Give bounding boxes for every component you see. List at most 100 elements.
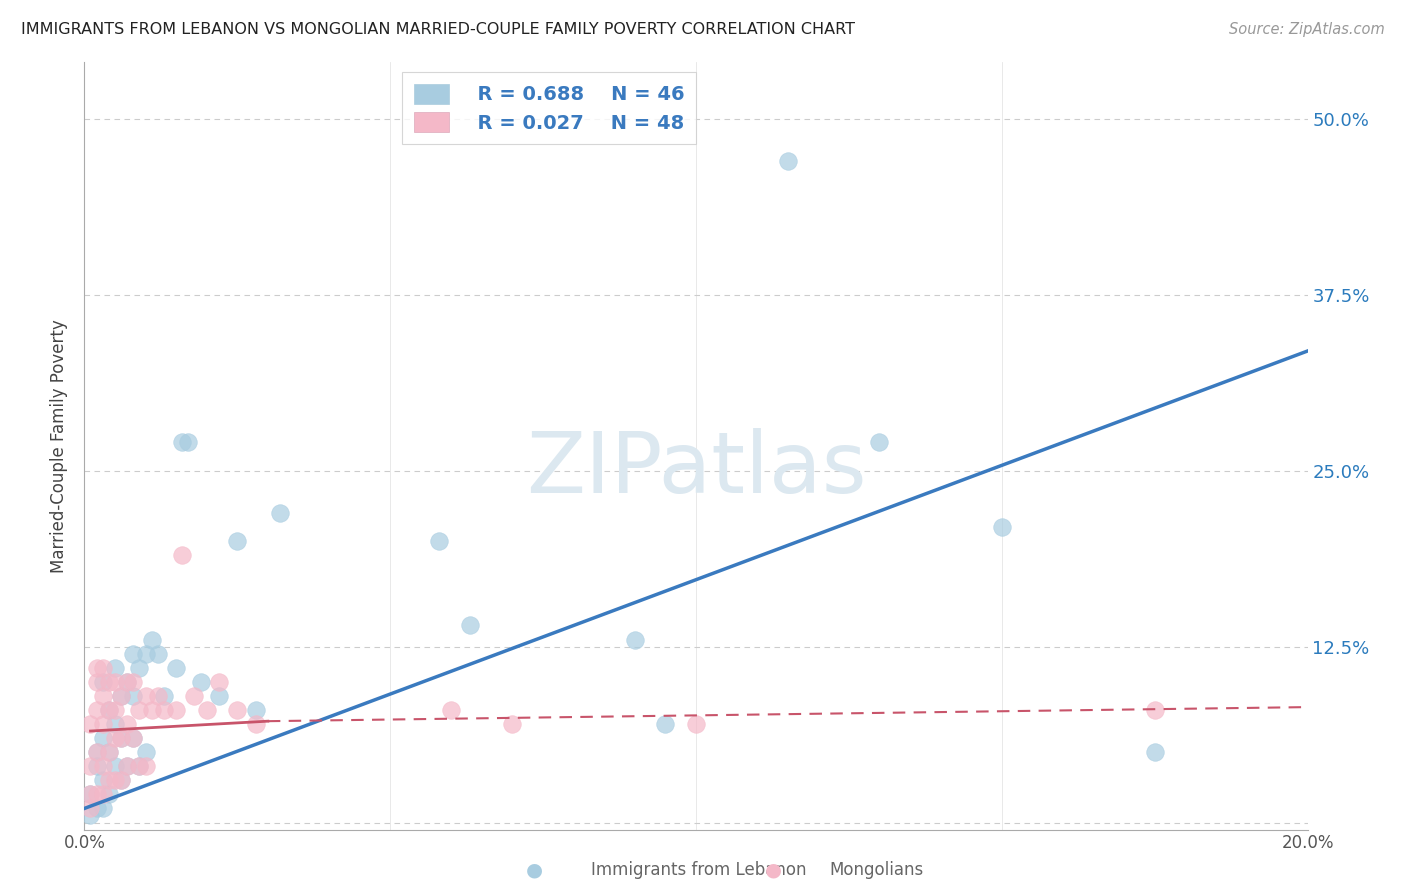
Point — [122, 731, 145, 745]
Point — [110, 773, 132, 788]
Point — [141, 703, 163, 717]
Point — [86, 703, 108, 717]
Point — [165, 661, 187, 675]
Point — [91, 717, 114, 731]
Text: IMMIGRANTS FROM LEBANON VS MONGOLIAN MARRIED-COUPLE FAMILY POVERTY CORRELATION C: IMMIGRANTS FROM LEBANON VS MONGOLIAN MAR… — [21, 22, 855, 37]
Text: ●: ● — [526, 860, 543, 880]
Point — [86, 801, 108, 815]
Point — [122, 647, 145, 661]
Point — [91, 788, 114, 802]
Point — [245, 717, 267, 731]
Point — [91, 773, 114, 788]
Point — [115, 717, 138, 731]
Point — [776, 153, 799, 168]
Point — [226, 534, 249, 549]
Point — [86, 788, 108, 802]
Point — [458, 618, 481, 632]
Point — [91, 689, 114, 703]
Point — [128, 661, 150, 675]
Text: Mongolians: Mongolians — [830, 861, 924, 879]
Point — [79, 808, 101, 822]
Point — [177, 435, 200, 450]
Point — [79, 788, 101, 802]
Point — [183, 689, 205, 703]
Point — [141, 632, 163, 647]
Point — [91, 731, 114, 745]
Point — [135, 759, 157, 773]
Point — [427, 534, 450, 549]
Point — [1143, 703, 1166, 717]
Text: ●: ● — [765, 860, 782, 880]
Text: ZIPatlas: ZIPatlas — [526, 427, 866, 510]
Point — [190, 674, 212, 689]
Point — [104, 773, 127, 788]
Point — [110, 773, 132, 788]
Point — [86, 674, 108, 689]
Point — [110, 689, 132, 703]
Point — [91, 801, 114, 815]
Point — [128, 759, 150, 773]
Point — [128, 759, 150, 773]
Point — [165, 703, 187, 717]
Point — [97, 745, 120, 759]
Point — [115, 759, 138, 773]
Point — [104, 674, 127, 689]
Point — [153, 703, 176, 717]
Point — [97, 745, 120, 759]
Point — [97, 773, 120, 788]
Point — [104, 661, 127, 675]
Point — [79, 788, 101, 802]
Point — [91, 674, 114, 689]
Point — [97, 788, 120, 802]
Point — [172, 435, 194, 450]
Point — [624, 632, 647, 647]
Point — [79, 801, 101, 815]
Point — [226, 703, 249, 717]
Point — [122, 731, 145, 745]
Point — [86, 745, 108, 759]
Text: Source: ZipAtlas.com: Source: ZipAtlas.com — [1229, 22, 1385, 37]
Point — [208, 689, 231, 703]
Point — [135, 647, 157, 661]
Point — [153, 689, 176, 703]
Point — [135, 745, 157, 759]
Point — [172, 548, 194, 562]
Point — [79, 759, 101, 773]
Point — [440, 703, 463, 717]
Text: Immigrants from Lebanon: Immigrants from Lebanon — [591, 861, 806, 879]
Point — [97, 674, 120, 689]
Point — [135, 689, 157, 703]
Point — [86, 759, 108, 773]
Point — [104, 703, 127, 717]
Point — [146, 689, 169, 703]
Point — [122, 689, 145, 703]
Point — [91, 759, 114, 773]
Point — [146, 647, 169, 661]
Point — [128, 703, 150, 717]
Point — [104, 731, 127, 745]
Point — [269, 506, 291, 520]
Legend:   R = 0.688    N = 46,   R = 0.027    N = 48: R = 0.688 N = 46, R = 0.027 N = 48 — [402, 72, 696, 145]
Point — [122, 674, 145, 689]
Point — [97, 703, 120, 717]
Point — [110, 689, 132, 703]
Point — [115, 674, 138, 689]
Point — [195, 703, 218, 717]
Point — [91, 661, 114, 675]
Point — [86, 745, 108, 759]
Point — [115, 674, 138, 689]
Point — [208, 674, 231, 689]
Point — [79, 717, 101, 731]
Point — [685, 717, 707, 731]
Point — [86, 661, 108, 675]
Point — [654, 717, 676, 731]
Y-axis label: Married-Couple Family Poverty: Married-Couple Family Poverty — [51, 319, 69, 573]
Point — [245, 703, 267, 717]
Point — [104, 717, 127, 731]
Point — [869, 435, 891, 450]
Point — [104, 759, 127, 773]
Point — [110, 731, 132, 745]
Point — [1143, 745, 1166, 759]
Point — [97, 703, 120, 717]
Point — [991, 520, 1014, 534]
